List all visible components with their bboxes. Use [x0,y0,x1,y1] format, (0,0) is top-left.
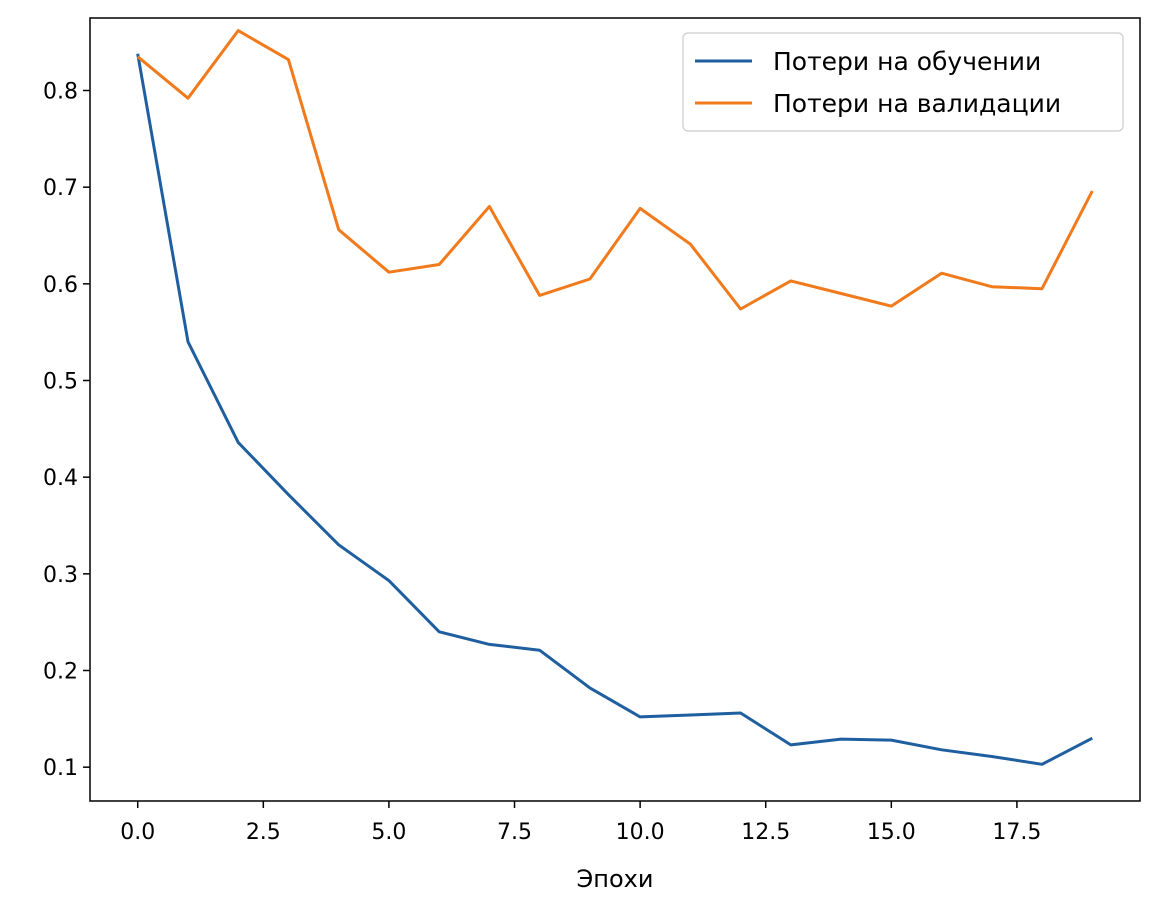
y-tick-label: 0.2 [43,660,78,685]
y-axis-ticks: 0.1 0.2 0.3 0.4 0.5 0.6 0.7 0.8 [43,80,90,781]
legend-box [682,32,1124,132]
x-tick-label: 2.5 [246,820,281,845]
x-axis-label: Эпохи [577,865,654,893]
x-tick-label: 7.5 [497,820,532,845]
x-tick-label: 17.5 [992,820,1041,845]
x-tick-label: 0.0 [120,820,155,845]
x-tick-label: 15.0 [867,820,916,845]
series-line-2 [136,29,1094,311]
x-tick-label: 12.5 [741,820,790,845]
series-lines [136,29,1094,766]
y-tick-label: 0.8 [43,80,78,105]
y-tick-label: 0.1 [43,756,78,781]
plot-frame [89,17,1141,802]
legend-label-1: Потери на обучении [773,47,1041,76]
x-tick-label: 10.0 [616,820,665,845]
y-tick-label: 0.3 [43,563,78,588]
y-tick-label: 0.6 [43,273,78,298]
legend-label-2: Потери на валидации [773,89,1061,118]
x-tick-label: 5.0 [371,820,406,845]
y-tick-label: 0.7 [43,176,78,201]
y-tick-label: 0.5 [43,370,78,395]
x-axis-ticks: 0.0 2.5 5.0 7.5 10.0 12.5 15.0 17.5 [120,801,1041,845]
series-line-1 [136,53,1093,766]
legend: Потери на обучении Потери на валидации [682,32,1124,132]
y-tick-label: 0.4 [43,466,78,491]
